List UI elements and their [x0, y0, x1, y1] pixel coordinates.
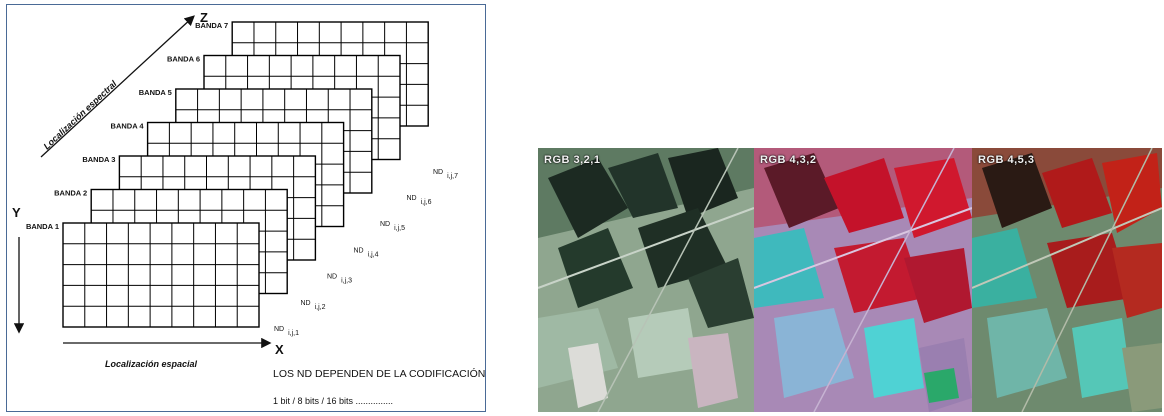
z-axis-label: Z: [200, 10, 208, 25]
composite-label-432: RGB 4,3,2: [760, 154, 817, 166]
spectral-axis-title: Localización espectral: [42, 78, 119, 151]
band-label-4: BANDA 4: [111, 122, 145, 131]
spatial-axis-title: Localización espacial: [105, 359, 198, 369]
satellite-image-natural-color: [538, 148, 754, 412]
y-axis-label: Y: [12, 205, 21, 220]
satellite-image-false-color: [754, 148, 972, 412]
nd-label-1: NDi,j,1: [274, 326, 299, 337]
band-stack-diagram: BANDA 7 BANDA 6 BANDA 5 BANDA 4 BANDA 3 BANDA…: [6, 4, 486, 412]
nd-label-5: NDi,j,5: [380, 221, 405, 232]
nd-label-4: NDi,j,4: [354, 247, 379, 258]
satellite-image-453-composite: [972, 148, 1162, 412]
band-label-1: BANDA 1: [26, 222, 59, 231]
band-label-3: BANDA 3: [82, 155, 115, 164]
composite-label-321: RGB 3,2,1: [544, 154, 601, 166]
band-label-2: BANDA 2: [54, 189, 87, 198]
z-axis-arrow: [40, 15, 195, 158]
composite-image-453: RGB 4,5,3: [972, 148, 1162, 412]
band-label-5: BANDA 5: [139, 88, 172, 97]
composite-label-453: RGB 4,5,3: [978, 154, 1035, 166]
band-stack-svg: BANDA 7 BANDA 6 BANDA 5 BANDA 4 BANDA 3 BANDA…: [12, 10, 485, 406]
band-grid-1: [62, 222, 260, 328]
nd-label-3: NDi,j,3: [327, 274, 352, 285]
composite-image-321: RGB 3,2,1: [538, 148, 754, 412]
bit-depth-note: 1 bit / 8 bits / 16 bits ...............: [273, 396, 393, 406]
coding-note: LOS ND DEPENDEN DE LA CODIFICACIÓN: [273, 367, 485, 380]
nd-label-2: NDi,j,2: [301, 300, 326, 311]
band-label-6: BANDA 6: [167, 55, 200, 64]
rgb-composites-panel: RGB 3,2,1 RGB 4,3,2: [538, 148, 1162, 412]
composite-image-432: RGB 4,3,2: [754, 148, 972, 412]
nd-label-7: NDi,j,7: [433, 169, 458, 180]
nd-label-6: NDi,j,6: [407, 195, 432, 206]
x-axis-label: X: [275, 342, 284, 357]
band-label-7: BANDA 7: [195, 21, 228, 30]
